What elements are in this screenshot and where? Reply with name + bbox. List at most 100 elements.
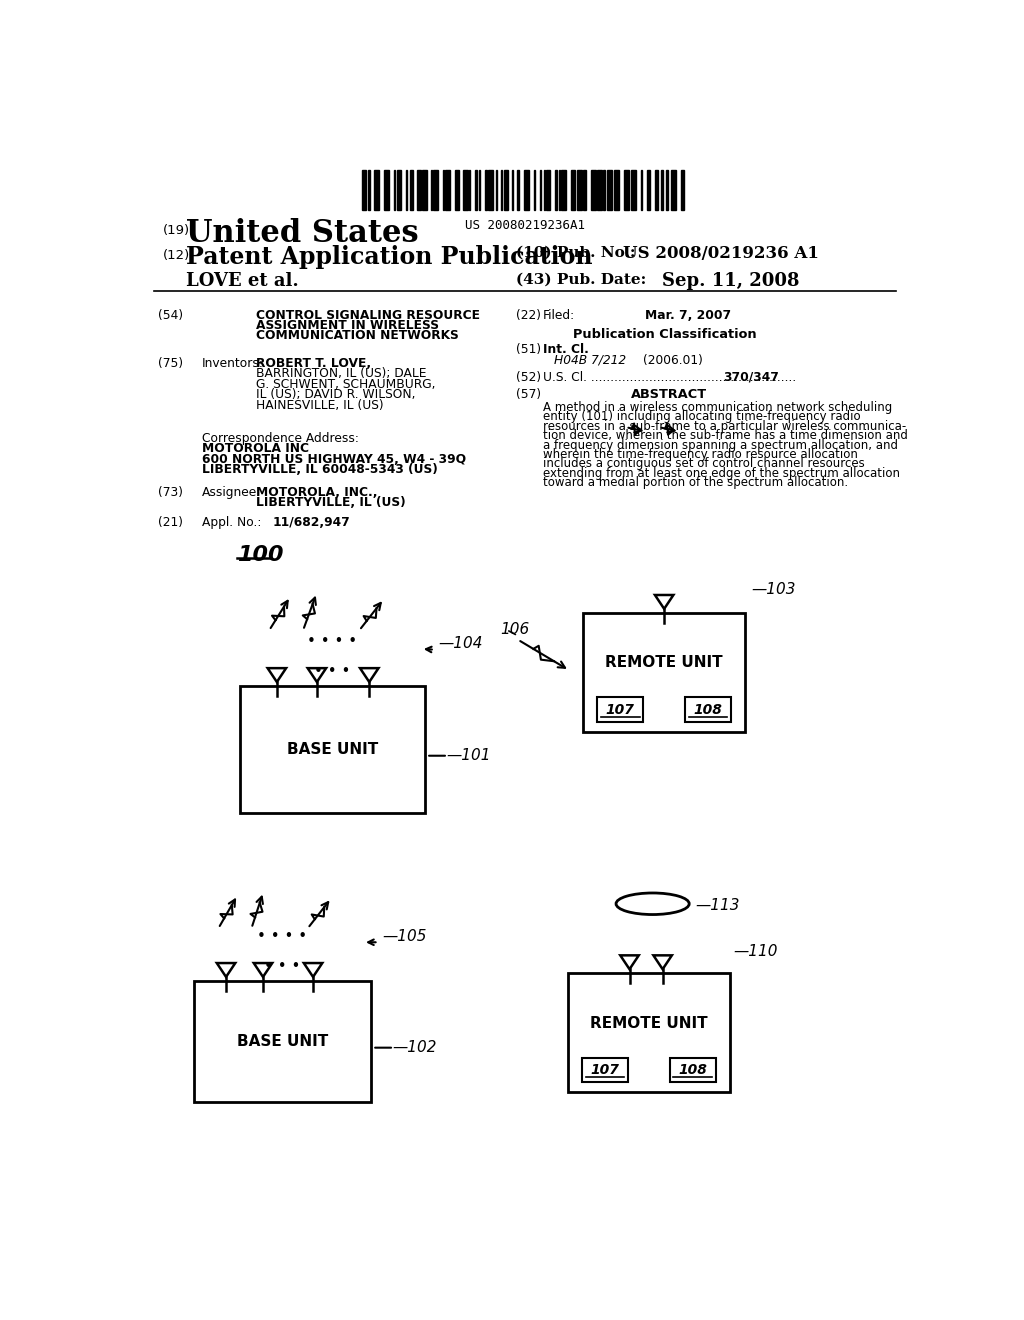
Bar (484, 170, 487, 210)
Text: —103: —103 (752, 582, 796, 597)
Text: COMMUNICATION NETWORKS: COMMUNICATION NETWORKS (256, 330, 459, 342)
Bar (603, 170, 605, 210)
Text: resources in a sub-frame to a particular wireless communica-: resources in a sub-frame to a particular… (543, 420, 906, 433)
Bar (607, 170, 611, 210)
Text: H04B 7/212: H04B 7/212 (554, 354, 627, 367)
Bar (475, 170, 477, 210)
Text: extending from at least one edge of the spectrum allocation: extending from at least one edge of the … (543, 467, 899, 479)
Bar (647, 170, 650, 210)
Text: Correspondence Address:: Correspondence Address: (202, 432, 359, 445)
Text: • • • •: • • • • (307, 634, 357, 648)
Bar (671, 170, 676, 210)
Text: Int. Cl.: Int. Cl. (543, 343, 589, 356)
Text: 600 NORTH US HIGHWAY 45, W4 - 39Q: 600 NORTH US HIGHWAY 45, W4 - 39Q (202, 453, 466, 466)
Bar (445, 170, 451, 210)
Bar (591, 170, 596, 210)
Bar (568, 973, 730, 1093)
Bar (614, 170, 620, 210)
Bar (517, 170, 519, 210)
Text: IL (US); DAVID R. WILSON,: IL (US); DAVID R. WILSON, (256, 388, 416, 401)
Bar (544, 170, 545, 210)
Text: (73): (73) (158, 486, 182, 499)
Text: 108: 108 (678, 1063, 708, 1077)
Text: • • • •: • • • • (257, 928, 307, 944)
Bar (417, 170, 421, 210)
Bar (397, 170, 401, 210)
Text: ROBERT T. LOVE,: ROBERT T. LOVE, (256, 358, 371, 370)
Text: US 2008/0219236 A1: US 2008/0219236 A1 (624, 246, 819, 263)
Bar (410, 170, 414, 210)
Text: a frequency dimension spanning a spectrum allocation, and: a frequency dimension spanning a spectru… (543, 438, 897, 451)
Text: REMOTE UNIT: REMOTE UNIT (605, 655, 723, 671)
Text: LIBERTYVILLE, IL (US): LIBERTYVILLE, IL (US) (256, 496, 406, 510)
Text: BASE UNIT: BASE UNIT (237, 1034, 328, 1049)
Text: MOTOROLA INC: MOTOROLA INC (202, 442, 309, 455)
Bar (361, 170, 367, 210)
Bar (505, 170, 508, 210)
Text: Inventors:: Inventors: (202, 358, 264, 370)
Bar (559, 170, 560, 210)
Text: 107: 107 (606, 702, 635, 717)
Text: —101: —101 (446, 748, 490, 763)
Bar (524, 170, 529, 210)
Bar (555, 170, 557, 210)
Bar (624, 170, 629, 210)
Bar (571, 170, 574, 210)
Bar (496, 170, 497, 210)
Text: (12): (12) (163, 249, 190, 263)
Bar (368, 170, 371, 210)
Bar (240, 686, 425, 813)
Bar (547, 170, 550, 210)
Bar (541, 170, 542, 210)
Text: Sep. 11, 2008: Sep. 11, 2008 (662, 272, 800, 290)
Bar (442, 170, 444, 210)
Text: (22): (22) (515, 309, 541, 322)
Text: United States: United States (186, 218, 419, 249)
Text: (51): (51) (515, 343, 541, 356)
Bar (561, 170, 566, 210)
Text: (57): (57) (515, 388, 541, 401)
Text: 108: 108 (693, 702, 723, 717)
Text: Appl. No.:: Appl. No.: (202, 516, 261, 529)
Bar (535, 170, 536, 210)
Bar (194, 981, 371, 1102)
Bar (597, 170, 602, 210)
Text: (75): (75) (158, 358, 182, 370)
Text: Patent Application Publication: Patent Application Publication (186, 246, 593, 269)
Text: —113: —113 (695, 898, 739, 913)
Text: ASSIGNMENT IN WIRELESS: ASSIGNMENT IN WIRELESS (256, 319, 439, 331)
Text: (21): (21) (158, 516, 182, 529)
Bar (501, 170, 502, 210)
Text: BARRINGTON, IL (US); DALE: BARRINGTON, IL (US); DALE (256, 367, 427, 380)
Bar (654, 170, 658, 210)
Bar (478, 170, 480, 210)
Text: BASE UNIT: BASE UNIT (287, 742, 378, 756)
Bar (463, 170, 468, 210)
Bar (666, 170, 669, 210)
Bar (670, 1057, 716, 1082)
Bar (512, 170, 513, 210)
Bar (456, 170, 459, 210)
Bar (374, 170, 379, 210)
Text: LOVE et al.: LOVE et al. (186, 272, 299, 290)
Bar (597, 697, 643, 722)
Text: 370/347: 370/347 (724, 371, 779, 384)
Text: —104: —104 (438, 636, 483, 651)
Text: wherein the time-frequency radio resource allocation: wherein the time-frequency radio resourc… (543, 447, 857, 461)
Text: —105: —105 (382, 928, 427, 944)
Bar (488, 170, 494, 210)
Text: • • •: • • • (314, 664, 350, 680)
Text: (2006.01): (2006.01) (643, 354, 702, 367)
Bar (584, 612, 745, 733)
Bar (384, 170, 389, 210)
Text: US 20080219236A1: US 20080219236A1 (465, 219, 585, 232)
Text: includes a contiguous set of control channel resources: includes a contiguous set of control cha… (543, 457, 864, 470)
Text: CONTROL SIGNALING RESOURCE: CONTROL SIGNALING RESOURCE (256, 309, 480, 322)
Bar (469, 170, 470, 210)
Bar (660, 170, 664, 210)
Bar (406, 170, 408, 210)
Text: Publication Classification: Publication Classification (573, 327, 757, 341)
Text: HAINESVILLE, IL (US): HAINESVILLE, IL (US) (256, 399, 384, 412)
Text: (19): (19) (163, 224, 190, 236)
Text: tion device, wherein the sub-frame has a time dimension and: tion device, wherein the sub-frame has a… (543, 429, 907, 442)
